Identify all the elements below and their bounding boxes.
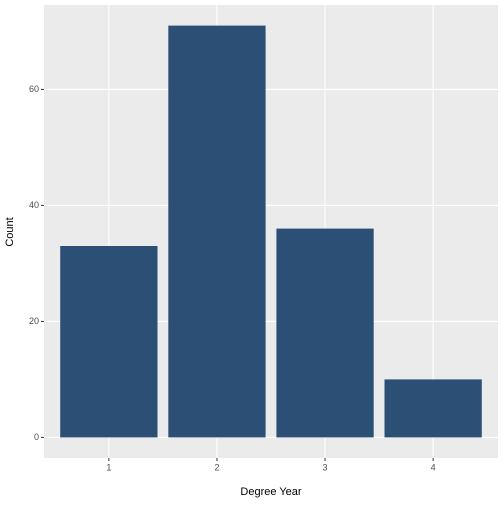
bar [384, 379, 482, 438]
bar [60, 246, 158, 438]
y-tick-label: 0 [34, 432, 39, 442]
x-tick-label: 2 [214, 462, 219, 472]
x-tick-label: 3 [323, 462, 328, 472]
bar [168, 25, 266, 438]
y-axis-title: Count [4, 217, 16, 246]
x-tick-label: 1 [106, 462, 111, 472]
x-tick-label: 4 [431, 462, 436, 472]
y-tick-label: 20 [29, 316, 39, 326]
y-tick-label: 60 [29, 84, 39, 94]
y-tick-label: 40 [29, 200, 39, 210]
bar [276, 228, 374, 438]
x-axis-title: Degree Year [240, 486, 301, 498]
